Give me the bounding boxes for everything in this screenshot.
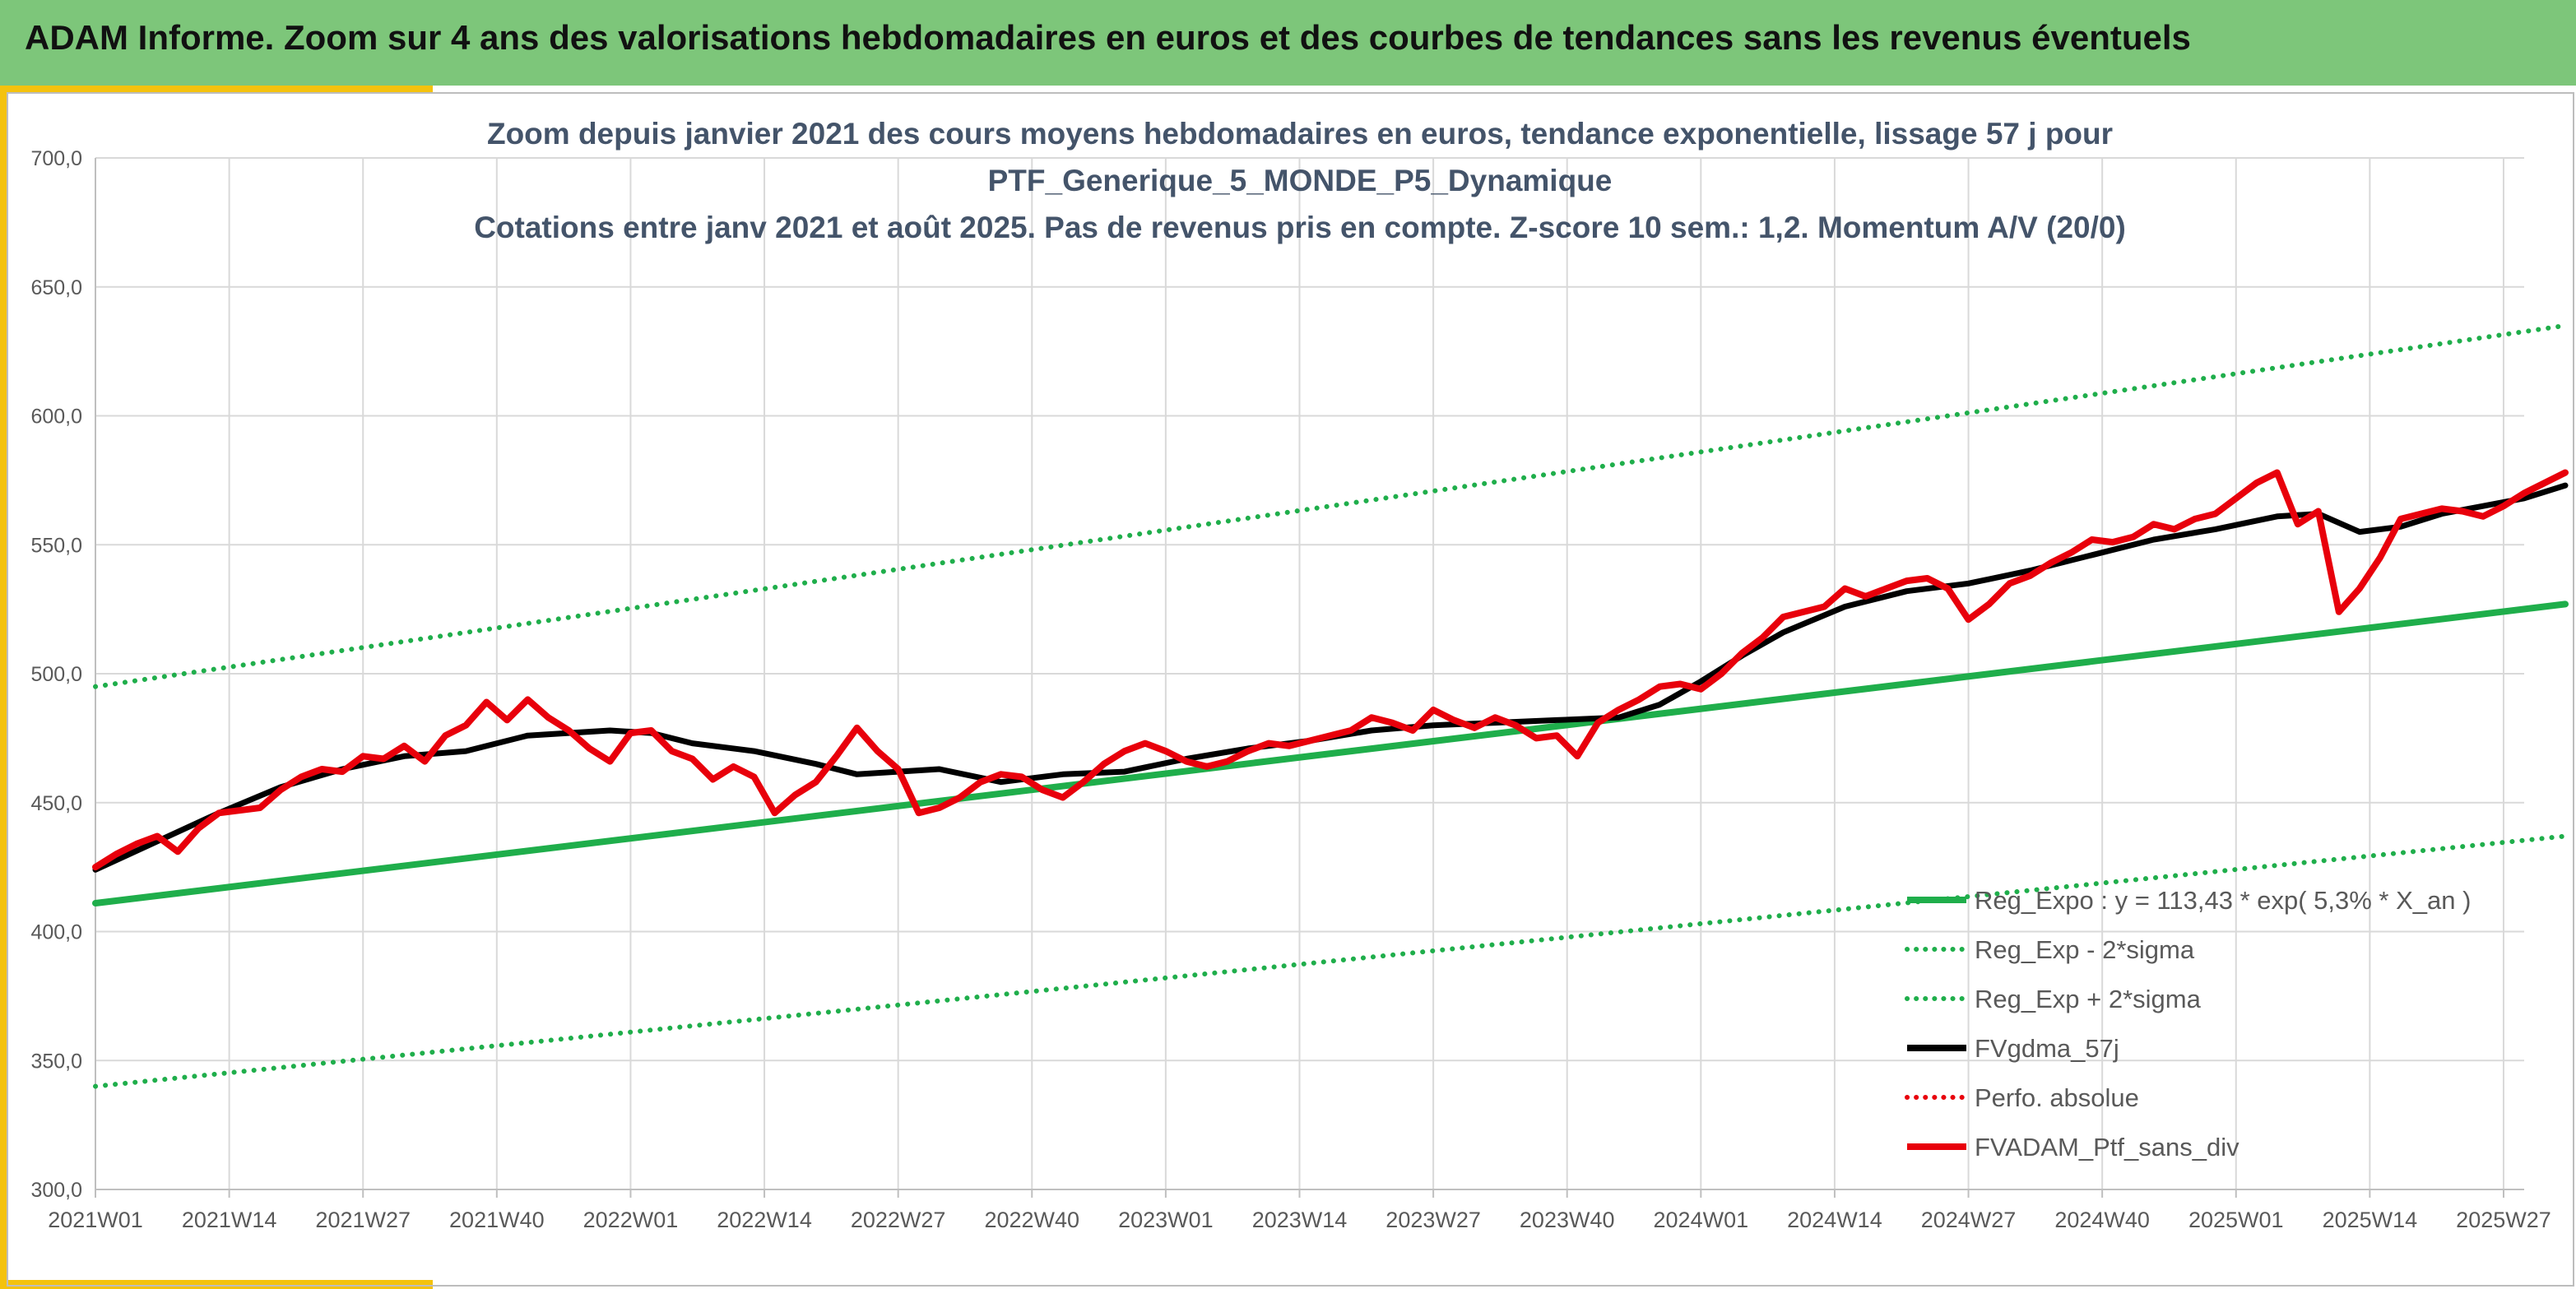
report-title: ADAM Informe. Zoom sur 4 ans des valoris… bbox=[25, 18, 2191, 57]
report-banner: ADAM Informe. Zoom sur 4 ans des valoris… bbox=[0, 0, 2576, 86]
legend-label: FVgdma_57j bbox=[1975, 1034, 2119, 1063]
x-tick-label: 2022W27 bbox=[851, 1208, 946, 1232]
chart-title-line-1: Zoom depuis janvier 2021 des cours moyen… bbox=[487, 117, 2113, 151]
accent-bar-bottom bbox=[0, 1280, 433, 1289]
y-axis-ticks: 300,0 350,0 400,0 450,0 500,0 550,0 600,0 650,0… bbox=[30, 147, 82, 1202]
series-lines bbox=[92, 322, 2569, 1089]
x-axis-ticks: 2021W01 2021W14 2021W27 2021W40 2022W01 2022W… bbox=[48, 1208, 2551, 1232]
series-line-0 bbox=[92, 600, 2569, 906]
y-tick-label: 500,0 bbox=[30, 663, 82, 686]
axes bbox=[95, 158, 2524, 1198]
x-tick-label: 2024W27 bbox=[1921, 1208, 2017, 1232]
x-tick-label: 2025W14 bbox=[2323, 1208, 2418, 1232]
gridlines bbox=[95, 157, 2524, 1190]
series-line-5 bbox=[92, 469, 2569, 871]
x-tick-label: 2022W40 bbox=[984, 1208, 1079, 1232]
chart-title-line-3: Cotations entre janv 2021 et août 2025. … bbox=[474, 211, 2126, 244]
chart-title: Zoom depuis janvier 2021 des cours moyen… bbox=[474, 117, 2126, 244]
x-tick-label: 2025W27 bbox=[2456, 1208, 2551, 1232]
x-tick-label: 2021W14 bbox=[182, 1208, 277, 1232]
series-line-3 bbox=[92, 482, 2569, 873]
x-tick-label: 2023W01 bbox=[1118, 1208, 1214, 1232]
x-tick-label: 2023W40 bbox=[1520, 1208, 1615, 1232]
y-tick-label: 650,0 bbox=[30, 276, 82, 299]
y-tick-label: 450,0 bbox=[30, 792, 82, 815]
y-tick-label: 600,0 bbox=[30, 406, 82, 429]
accent-bar-left bbox=[0, 86, 7, 1289]
x-tick-label: 2022W01 bbox=[583, 1208, 679, 1232]
y-tick-label: 400,0 bbox=[30, 921, 82, 944]
x-tick-label: 2024W01 bbox=[1654, 1208, 1749, 1232]
x-tick-label: 2023W27 bbox=[1385, 1208, 1481, 1232]
x-tick-label: 2021W01 bbox=[48, 1208, 143, 1232]
x-tick-label: 2025W01 bbox=[2188, 1208, 2284, 1232]
x-tick-label: 2024W14 bbox=[1787, 1208, 1882, 1232]
series-line-1 bbox=[93, 833, 2568, 1089]
y-tick-label: 550,0 bbox=[30, 534, 82, 557]
x-tick-label: 2023W14 bbox=[1252, 1208, 1348, 1232]
y-tick-label: 700,0 bbox=[30, 147, 82, 170]
x-tick-label: 2024W40 bbox=[2054, 1208, 2150, 1232]
legend-label: Reg_Expo : y = 113,43 * exp( 5,3% * X_an… bbox=[1975, 886, 2471, 915]
y-tick-label: 300,0 bbox=[30, 1179, 82, 1202]
x-tick-label: 2021W27 bbox=[315, 1208, 411, 1232]
x-tick-label: 2021W40 bbox=[449, 1208, 545, 1232]
legend-label: Perfo. absolue bbox=[1975, 1083, 2139, 1112]
legend-label: Reg_Exp + 2*sigma bbox=[1975, 985, 2202, 1013]
accent-bar-top bbox=[0, 86, 433, 92]
chart-title-line-2: PTF_Generique_5_MONDE_P5_Dynamique bbox=[988, 164, 1613, 197]
x-tick-label: 2022W14 bbox=[717, 1208, 812, 1232]
legend: Reg_Expo : y = 113,43 * exp( 5,3% * X_an… bbox=[1905, 886, 2471, 1161]
legend-label: FVADAM_Ptf_sans_div bbox=[1975, 1133, 2239, 1161]
chart-frame bbox=[7, 92, 2574, 1287]
legend-label: Reg_Exp - 2*sigma bbox=[1975, 935, 2195, 964]
y-tick-label: 350,0 bbox=[30, 1050, 82, 1073]
series-line-2 bbox=[93, 322, 2568, 689]
